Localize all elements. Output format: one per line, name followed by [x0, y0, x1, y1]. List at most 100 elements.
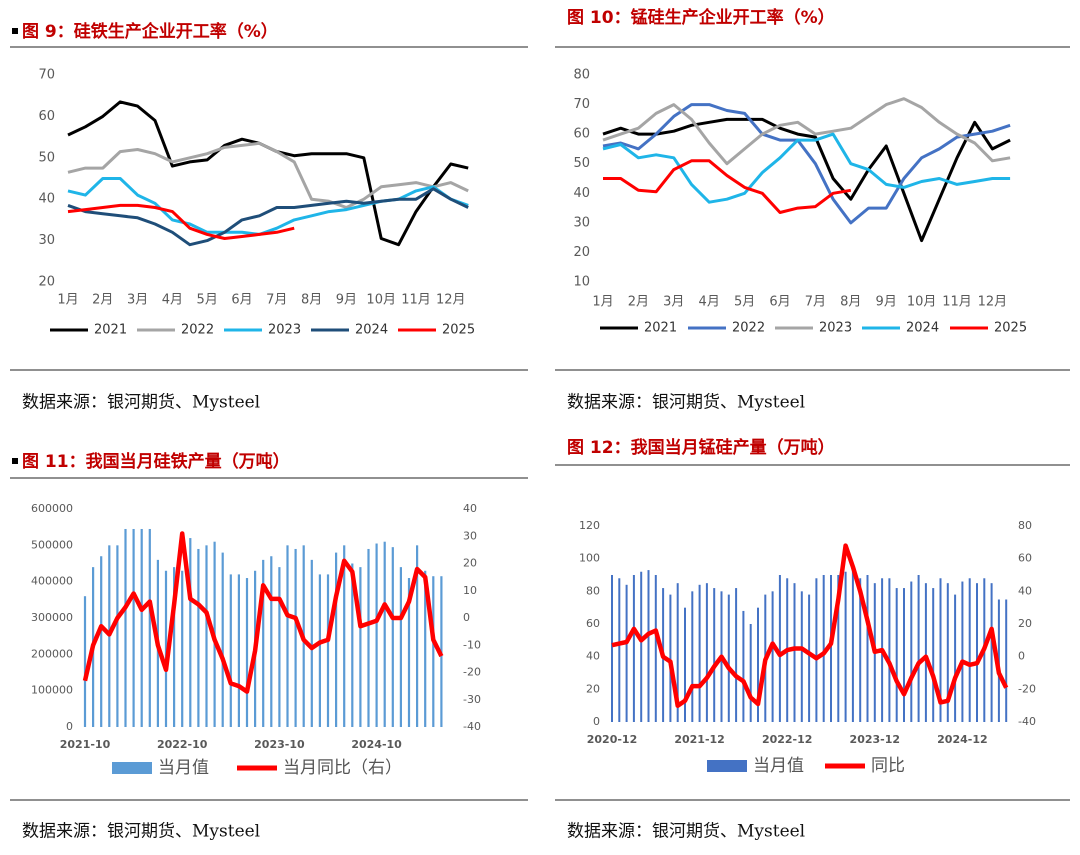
- bar: [270, 556, 273, 727]
- x-tick-label: 9月: [876, 295, 897, 310]
- bar: [343, 545, 346, 727]
- bar: [844, 571, 847, 722]
- y2-tick-label: -40: [463, 720, 481, 733]
- legend-label: 当月值: [158, 758, 209, 778]
- x-tick-label: 8月: [301, 293, 322, 308]
- series-line: [602, 97, 1011, 166]
- bar: [189, 538, 192, 727]
- x-tick-label: 7月: [266, 293, 287, 308]
- bar: [237, 574, 240, 727]
- bar: [432, 576, 435, 727]
- legend-label: 2021: [644, 321, 677, 336]
- x-tick-label: 2022-10: [157, 738, 208, 751]
- y2-tick-label: 60: [1018, 552, 1032, 565]
- y-tick-label: 50: [38, 150, 55, 165]
- chart-title: 图 11：我国当月硅铁产量（万吨）: [22, 451, 290, 472]
- bar: [611, 575, 613, 722]
- bar: [1005, 599, 1008, 722]
- y-tick-label: 500000: [31, 538, 73, 551]
- x-tick-label: 2022-12: [762, 733, 813, 746]
- x-tick-label: 10月: [907, 295, 937, 310]
- y2-tick-label: 20: [1018, 617, 1032, 630]
- bar: [391, 547, 394, 727]
- y-tick-label: 100000: [31, 684, 73, 697]
- series-line: [82, 531, 444, 694]
- bar: [705, 583, 708, 722]
- y-tick-label: 600000: [31, 502, 73, 515]
- bar: [961, 581, 964, 722]
- bar: [727, 594, 730, 722]
- x-tick-label: 1月: [592, 295, 613, 310]
- source-note: 数据来源：银河期货、Mysteel: [22, 822, 260, 842]
- bar: [124, 528, 127, 727]
- bar: [793, 583, 796, 722]
- legend-label: 2025: [442, 323, 475, 338]
- y2-tick-label: -20: [1018, 682, 1036, 695]
- bar: [367, 548, 370, 727]
- x-tick-label: 11月: [401, 293, 431, 308]
- y-tick-label: 20: [38, 275, 55, 290]
- bar: [976, 583, 978, 722]
- y-tick-label: 20: [573, 245, 590, 260]
- bar: [116, 545, 119, 727]
- x-tick-label: 2021-12: [674, 733, 725, 746]
- legend-label: 2023: [268, 323, 301, 338]
- bar: [757, 607, 759, 722]
- bar: [654, 575, 657, 722]
- y-tick-label: 0: [66, 720, 73, 733]
- x-tick-label: 3月: [663, 295, 684, 310]
- y2-tick-label: 30: [463, 529, 477, 542]
- y2-tick-label: -30: [463, 693, 481, 706]
- x-tick-label: 10月: [366, 293, 396, 308]
- bullet: [12, 28, 18, 34]
- bullet: [12, 458, 18, 464]
- bar: [742, 610, 745, 722]
- bar: [939, 578, 942, 722]
- y-tick-label: 300000: [31, 611, 73, 624]
- bar: [625, 584, 628, 722]
- x-tick-label: 2024-10: [351, 738, 402, 751]
- bar: [318, 574, 321, 727]
- x-tick-label: 12月: [978, 295, 1008, 310]
- bar: [954, 594, 957, 722]
- bar: [698, 584, 701, 722]
- bar: [351, 563, 354, 727]
- bar: [632, 575, 635, 722]
- y-tick-label: 100: [579, 552, 600, 565]
- bar: [968, 578, 971, 722]
- y2-tick-label: 40: [1018, 584, 1032, 597]
- bar: [910, 581, 913, 722]
- bar: [262, 559, 265, 727]
- bar: [946, 583, 949, 722]
- y-tick-label: 70: [573, 97, 590, 112]
- x-tick-label: 2021-10: [60, 738, 111, 751]
- bar: [640, 571, 643, 722]
- x-tick-label: 4月: [162, 293, 183, 308]
- y2-tick-label: 0: [1018, 650, 1025, 663]
- x-tick-label: 11月: [942, 295, 972, 310]
- bar: [749, 624, 752, 722]
- y-tick-label: 50: [573, 156, 590, 171]
- y-tick-label: 40: [586, 650, 600, 663]
- bar: [383, 541, 386, 727]
- bar: [837, 575, 840, 722]
- x-tick-label: 4月: [699, 295, 720, 310]
- y-tick-label: 70: [38, 68, 55, 83]
- series-line: [602, 103, 1011, 225]
- bar: [895, 588, 898, 722]
- x-tick-label: 2023-12: [850, 733, 901, 746]
- x-tick-label: 2月: [92, 293, 113, 308]
- bar: [676, 583, 679, 722]
- bar: [815, 578, 818, 722]
- series-line: [602, 132, 1011, 204]
- bar: [140, 528, 143, 727]
- bar: [424, 570, 427, 727]
- legend-swatch: [112, 762, 152, 774]
- bar: [181, 570, 184, 727]
- source-note: 数据来源：银河期货、Mysteel: [567, 822, 805, 842]
- bar: [618, 578, 621, 722]
- legend-label: 2024: [906, 321, 939, 336]
- y2-tick-label: -10: [463, 638, 481, 651]
- bar: [221, 552, 224, 727]
